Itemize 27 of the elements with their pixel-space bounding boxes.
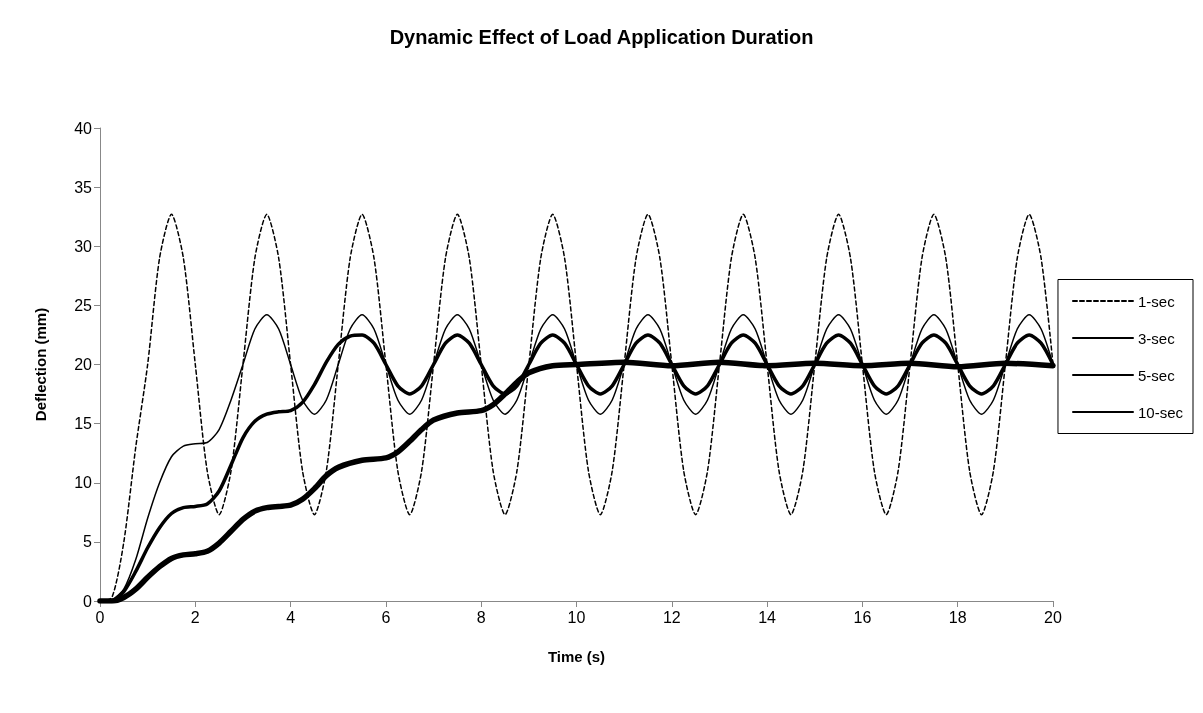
x-axis-title: Time (s) [547,648,606,665]
y-tick-label: 20 [74,356,93,373]
y-tick-label: 40 [74,119,93,137]
x-tick-label: 18 [948,608,967,626]
x-tick-label: 12 [662,608,681,626]
y-tick-label: 10 [74,474,93,492]
y-tick-label: 15 [74,415,93,433]
legend-label: 3-sec [1137,329,1176,347]
x-tick-label: 2 [190,608,200,626]
y-tick-label: 0 [83,592,93,610]
legend-label: 10-sec [1137,403,1184,421]
y-tick-label: 35 [74,178,93,196]
x-tick-label: 20 [1044,608,1062,626]
x-tick-label: 6 [381,608,391,626]
x-tick-label: 8 [476,608,486,626]
x-tick-label: 4 [286,608,296,626]
x-tick-label: 16 [853,608,872,626]
y-tick-label: 5 [83,533,93,551]
x-tick-label: 0 [95,608,105,626]
chart-title: Dynamic Effect of Load Application Duration [389,26,814,48]
x-tick-label: 14 [758,608,777,626]
legend-label: 5-sec [1137,366,1176,384]
x-tick-label: 10 [567,608,586,626]
legend-label: 1-sec [1137,292,1176,310]
y-tick-label: 25 [74,296,93,314]
y-axis-title: Deflection (mm) [32,307,49,422]
y-tick-label: 30 [74,237,93,255]
